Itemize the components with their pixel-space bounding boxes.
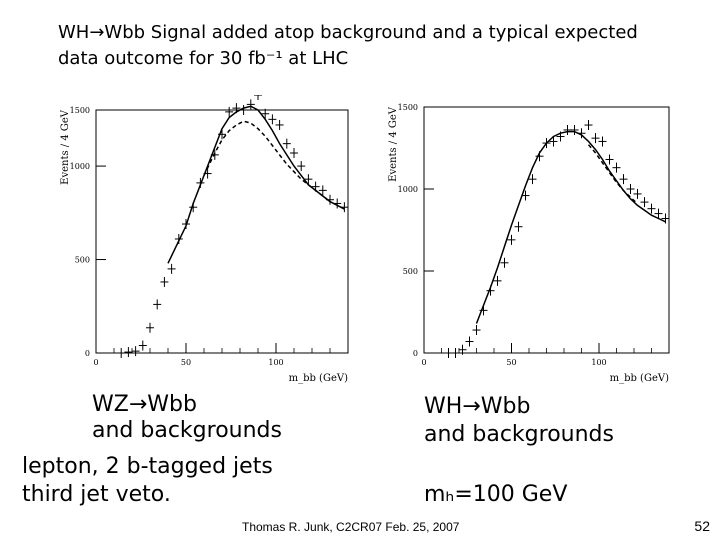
data-point <box>458 344 467 355</box>
data-point <box>654 208 663 219</box>
plot-right-wh: 0 500 1000 1500 0 50 100 m_bb (GeV) Events / 4 G… <box>388 103 670 384</box>
data-point <box>507 234 516 245</box>
data-point <box>146 322 154 333</box>
x-axis-label: m_bb (GeV) <box>610 373 669 384</box>
data-point <box>647 203 656 214</box>
y-tick-label: 1000 <box>398 185 418 194</box>
data-point <box>275 119 284 130</box>
plot-left-wz: 0 500 1000 1500 0 50 100 m_bb (GeV) Events / 4 G… <box>60 95 349 384</box>
data-point <box>619 174 628 185</box>
data-point <box>598 136 607 147</box>
y-axis-label: Events / 4 GeV <box>388 106 399 182</box>
data-point <box>297 161 306 172</box>
data-point <box>640 197 649 208</box>
slide-title-line1: WH→Wbb Signal added atop background and … <box>58 22 638 43</box>
y-tick-label: 1000 <box>70 162 90 171</box>
data-point <box>570 124 579 135</box>
background-curve <box>203 120 331 203</box>
background-curve <box>587 144 639 205</box>
data-point <box>167 263 176 274</box>
caption-right-process: WH→Wbb <box>424 394 531 419</box>
page-number: 52 <box>694 518 710 534</box>
data-point <box>626 184 635 194</box>
data-point <box>261 108 270 119</box>
data-point <box>254 95 262 101</box>
data-point <box>563 124 572 135</box>
data-point <box>472 325 481 336</box>
data-point <box>117 348 126 358</box>
data-point <box>138 340 147 351</box>
data-point <box>661 213 670 224</box>
data-point <box>451 348 460 358</box>
caption-right-higgs-mass: mₕ=100 GeV <box>424 482 568 507</box>
footer-credit: Thomas R. Junk, C2CR07 Feb. 25, 2007 <box>242 520 460 534</box>
x-tick-label: 0 <box>93 358 98 367</box>
caption-left-selection: lepton, 2 b-tagged jets <box>22 454 273 479</box>
caption-left-veto: third jet veto. <box>22 482 171 507</box>
y-tick-label: 500 <box>75 256 90 265</box>
data-point <box>605 154 614 165</box>
data-point <box>290 147 298 158</box>
data-point <box>584 120 593 131</box>
data-point <box>500 257 509 268</box>
data-point <box>268 114 277 125</box>
x-tick-label: 0 <box>421 358 426 367</box>
data-point <box>528 174 537 185</box>
data-point <box>153 299 162 310</box>
x-axis-label: m_bb (GeV) <box>289 373 348 384</box>
slide-title-line2: data outcome for 30 fb⁻¹ at LHC <box>58 48 349 69</box>
data-point <box>612 162 621 173</box>
y-tick-label: 0 <box>85 349 90 358</box>
data-point <box>160 276 169 287</box>
y-tick-label: 1500 <box>398 103 418 112</box>
data-point <box>282 138 291 149</box>
caption-left-backgrounds: and backgrounds <box>92 418 282 443</box>
y-tick-label: 500 <box>403 267 418 276</box>
data-point <box>131 346 140 357</box>
x-tick-label: 50 <box>506 358 516 367</box>
y-tick-label: 0 <box>413 349 418 358</box>
plot-frame <box>95 109 349 354</box>
data-point <box>493 275 502 286</box>
caption-right-backgrounds: and backgrounds <box>424 422 614 447</box>
data-point <box>444 348 453 358</box>
signal-plus-background-curve <box>167 105 345 264</box>
data-point <box>514 221 523 232</box>
x-tick-label: 50 <box>181 358 191 367</box>
x-tick-label: 100 <box>591 358 606 367</box>
data-point <box>465 336 474 347</box>
y-tick-label: 1500 <box>70 106 90 115</box>
data-point <box>591 133 600 144</box>
data-point <box>225 106 234 117</box>
x-tick-label: 100 <box>268 358 283 367</box>
data-point <box>318 185 327 196</box>
caption-left-process: WZ→Wbb <box>92 392 197 417</box>
data-point <box>124 347 133 358</box>
signal-plus-background-curve <box>475 130 666 324</box>
data-point <box>521 190 530 201</box>
data-point <box>246 99 255 110</box>
data-point <box>633 188 642 199</box>
slide-title: WH→Wbb Signal added atop background and … <box>58 20 698 72</box>
y-axis-label: Events / 4 GeV <box>60 109 71 185</box>
data-point <box>549 136 558 147</box>
data-point <box>304 174 313 185</box>
